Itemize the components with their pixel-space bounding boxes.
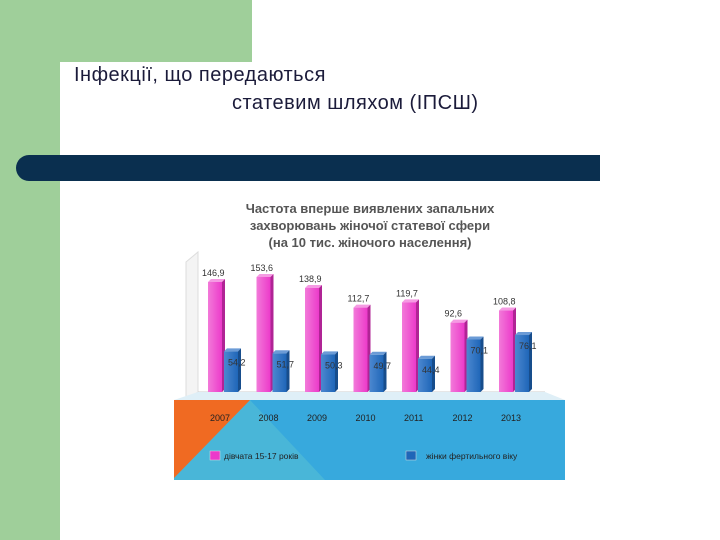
category-label-2011: 2011 [404, 413, 423, 423]
bar-girls-2012 [450, 322, 465, 392]
chart-title-line-1: Частота вперше виявлених запальних [245, 201, 495, 216]
data-label: 119,7 [396, 288, 418, 298]
bar-top-face [353, 304, 371, 308]
data-label: 49,7 [374, 361, 392, 371]
bar-side-face [383, 351, 387, 392]
bar-women-2010 [369, 354, 384, 392]
category-label-2012: 2012 [453, 413, 473, 423]
bar-women-2009 [321, 354, 335, 392]
data-label: 108,8 [493, 297, 516, 307]
chart-title: Частота вперше виявлених запальних захво… [200, 200, 540, 251]
bar-top-face [208, 279, 225, 282]
slide-title-line-2: статевим шляхом (ІПСШ) [232, 92, 479, 114]
bar-top-face [369, 351, 387, 355]
bar-top-face [305, 284, 322, 288]
data-label: 54,2 [228, 357, 246, 367]
bar-girls-2007 [208, 282, 222, 392]
chart-title-line-3: (на 10 тис. жіночого населення) [268, 235, 472, 250]
bar-top-face [321, 351, 338, 355]
data-label: 153,6 [251, 263, 274, 273]
data-label: 51,7 [277, 359, 295, 369]
legend-label-women: жінки фертильного віку [426, 451, 518, 461]
title-divider-bar [16, 155, 600, 181]
category-label-2010: 2010 [356, 413, 376, 423]
data-label: 70,1 [471, 346, 489, 356]
bar-top-face [402, 299, 419, 303]
data-label: 92,6 [445, 309, 463, 319]
legend-label-girls: дівчата 15-17 років [224, 451, 299, 461]
top-green-block [60, 0, 252, 62]
category-label-2007: 2007 [210, 413, 230, 423]
bar-girls-2013 [499, 310, 513, 392]
category-label-2009: 2009 [307, 413, 327, 423]
bar-top-face [272, 350, 290, 354]
bar-women-2012 [466, 339, 481, 392]
data-label: 44,4 [422, 365, 440, 375]
bar-top-face [515, 332, 532, 336]
bar-side-face [529, 332, 532, 392]
bar-top-face [256, 273, 274, 277]
bar-top-face [466, 336, 484, 340]
bar-girls-2009 [305, 287, 319, 392]
data-label: 138,9 [299, 274, 322, 284]
legend-swatch-girls [209, 450, 221, 461]
bar-side-face [286, 350, 290, 392]
floor-top-edge [174, 392, 565, 400]
category-label-2008: 2008 [259, 413, 279, 423]
title-area: Інфекції, що передаються статевим шляхом… [64, 62, 604, 162]
bar-side-face [432, 355, 435, 392]
bar-side-face [238, 348, 241, 392]
bar-girls-2011 [402, 302, 416, 392]
data-label: 76,1 [519, 341, 537, 351]
data-label: 112,7 [348, 294, 370, 304]
category-label-2013: 2013 [501, 413, 521, 423]
bar-side-face [480, 336, 484, 392]
bar-women-2011 [418, 358, 432, 392]
bar-side-face [335, 351, 338, 392]
floor-panel-orange [174, 400, 250, 478]
bar-girls-2010 [353, 307, 368, 392]
bar-women-2013 [515, 335, 529, 392]
data-label: 50,3 [325, 360, 343, 370]
bar-women-2008 [272, 353, 287, 392]
bar-women-2007 [224, 351, 238, 392]
chart-side-wall [185, 250, 199, 401]
bar-girls-2008 [256, 276, 271, 392]
bar-top-face [224, 348, 241, 352]
bar-top-face [450, 319, 468, 323]
left-green-strip [0, 0, 60, 540]
bar-top-face [499, 307, 516, 311]
legend-swatch-women [405, 450, 417, 461]
slide-title-line-1: Інфекції, що передаються [74, 64, 326, 86]
bar-top-face [418, 355, 435, 359]
chart-title-line-2: захворювань жіночої статевої сфери [249, 218, 491, 233]
data-label: 146,9 [202, 268, 225, 278]
